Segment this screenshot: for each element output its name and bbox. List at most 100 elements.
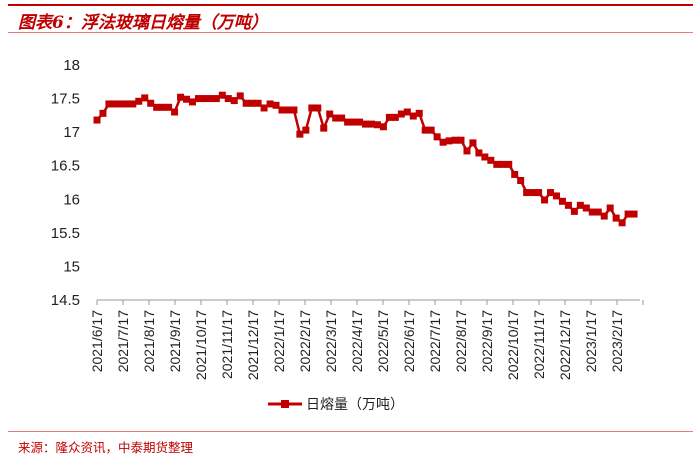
y-tick-label: 14.5: [51, 292, 80, 309]
data-point-marker: [481, 153, 489, 161]
y-axis: 14.5 15 15.5 16 16.5 17 17.5 18: [51, 57, 80, 309]
data-point-marker: [153, 103, 161, 111]
x-tick-label: 2022/12/17: [557, 310, 573, 380]
data-point-marker: [409, 112, 417, 120]
data-point-marker: [344, 118, 352, 126]
data-point-marker: [493, 160, 501, 168]
y-tick-label: 16.5: [51, 158, 80, 175]
data-point-marker: [511, 170, 519, 178]
data-point-marker: [93, 116, 101, 124]
x-axis: 2021/6/17 2021/7/17 2021/8/17 2021/9/17 2021…: [89, 299, 644, 380]
x-tick-label: 2021/8/17: [141, 310, 157, 372]
data-point-marker: [475, 149, 483, 157]
data-point-marker: [290, 106, 298, 114]
legend: 日熔量（万吨）: [268, 397, 404, 413]
data-point-marker: [171, 108, 179, 116]
data-point-marker: [350, 118, 358, 126]
x-tick-label: 2022/2/17: [297, 310, 313, 372]
plot-area: [93, 91, 638, 227]
data-point-marker: [141, 94, 149, 102]
data-point-marker: [200, 95, 208, 103]
data-point-marker: [188, 98, 196, 106]
data-point-marker: [111, 100, 119, 108]
data-point-marker: [439, 138, 447, 146]
data-point-marker: [403, 108, 411, 116]
y-tick-label: 17.5: [51, 91, 80, 108]
data-point-marker: [230, 97, 238, 105]
data-point-marker: [296, 130, 304, 138]
data-point-marker: [165, 103, 173, 111]
title-rule: [8, 32, 693, 33]
data-point-marker: [415, 109, 423, 117]
data-point-marker: [242, 99, 250, 107]
x-tick-label: 2022/5/17: [375, 310, 391, 372]
data-point-marker: [254, 99, 262, 107]
data-point-marker: [320, 124, 328, 132]
source-note: 来源：隆众资讯，中泰期货整理: [18, 440, 194, 455]
data-point-marker: [433, 133, 441, 141]
data-point-marker: [183, 95, 191, 103]
x-tick-label: 2021/7/17: [115, 310, 131, 372]
x-tick-label: 2022/11/17: [531, 310, 547, 379]
data-point-marker: [308, 104, 316, 112]
data-point-marker: [177, 93, 185, 101]
data-point-marker: [630, 210, 638, 218]
data-point-marker: [457, 136, 465, 144]
data-point-marker: [260, 104, 268, 112]
data-point-marker: [147, 99, 155, 107]
data-point-marker: [362, 120, 370, 128]
x-tick-label: 2022/7/17: [427, 310, 443, 372]
data-point-marker: [117, 100, 125, 108]
data-point-marker: [487, 156, 495, 164]
data-point-marker: [391, 113, 399, 121]
data-point-marker: [463, 147, 471, 155]
figure-title: 图表6：浮法玻璃日熔量（万吨）: [18, 13, 268, 33]
data-point-marker: [272, 101, 280, 109]
data-point-marker: [547, 189, 555, 197]
x-tick-label: 2023/1/17: [583, 310, 599, 372]
data-point-marker: [302, 126, 310, 134]
data-point-marker: [248, 99, 256, 107]
data-point-marker: [212, 95, 220, 103]
data-point-marker: [451, 136, 459, 144]
data-point-marker: [570, 207, 578, 215]
x-tick-label: 2021/12/17: [245, 310, 261, 380]
data-point-marker: [529, 189, 537, 197]
y-tick-label: 18: [63, 57, 80, 74]
x-tick-label: 2022/8/17: [453, 310, 469, 372]
data-point-marker: [338, 114, 346, 122]
x-tick-label: 2022/3/17: [323, 310, 339, 372]
data-point-marker: [326, 110, 334, 118]
y-tick-label: 15.5: [51, 225, 80, 242]
data-point-marker: [284, 106, 292, 114]
data-point-marker: [499, 160, 507, 168]
x-tick-label: 2022/4/17: [349, 310, 365, 372]
data-point-marker: [469, 139, 477, 147]
data-point-marker: [379, 123, 387, 131]
data-point-marker: [385, 113, 393, 121]
data-point-marker: [135, 97, 143, 105]
data-point-marker: [558, 197, 566, 205]
data-point-marker: [600, 212, 608, 220]
data-point-marker: [594, 208, 602, 216]
data-point-marker: [373, 121, 381, 129]
data-point-marker: [564, 201, 572, 209]
data-point-marker: [517, 176, 525, 184]
data-point-marker: [421, 126, 429, 134]
y-tick-label: 15: [63, 258, 80, 275]
data-point-marker: [624, 210, 632, 218]
x-tick-label: 2021/6/17: [89, 310, 105, 372]
data-point-marker: [105, 100, 113, 108]
x-tick-label: 2021/9/17: [167, 310, 183, 372]
data-point-marker: [278, 106, 286, 114]
data-point-marker: [367, 120, 375, 128]
legend-marker-swatch: [281, 400, 289, 408]
data-point-marker: [576, 201, 584, 209]
data-point-marker: [332, 114, 340, 122]
data-point-marker: [218, 91, 226, 99]
data-point-marker: [224, 95, 232, 103]
x-tick-label: 2022/6/17: [401, 310, 417, 372]
y-tick-label: 16: [63, 191, 80, 208]
